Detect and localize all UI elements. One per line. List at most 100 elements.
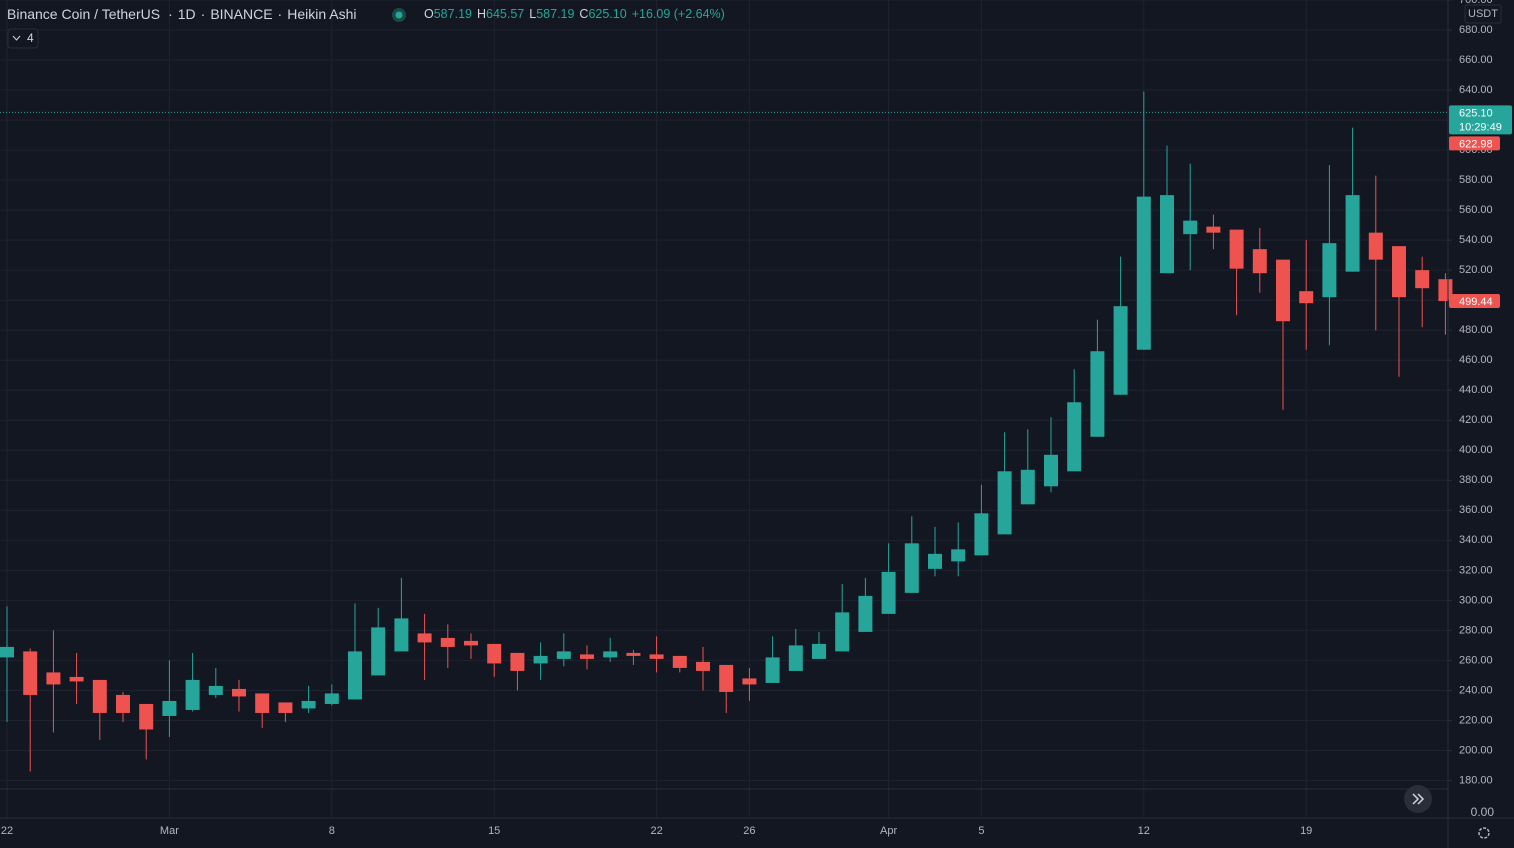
candle-body [1067,402,1082,472]
settings-icon[interactable] [1478,827,1490,839]
candle-body [626,652,641,656]
x-tick-label: Mar [160,825,179,837]
y-tick-label: 280.00 [1459,624,1493,636]
candle-body [371,627,386,676]
x-tick-label: Apr [880,825,897,837]
candle-body [672,655,687,668]
y-tick-label: 240.00 [1459,684,1493,696]
candle-body [951,549,966,562]
x-tick-label: 5 [978,825,984,837]
x-tick-label: 26 [743,825,755,837]
symbol-info: Binance Coin / TetherUS · 1D · BINANCE · Heiki… [7,6,356,22]
candle-body [255,693,270,713]
candle-body [696,661,710,671]
y-tick-label: 400.00 [1459,444,1493,456]
candle-body [765,657,780,683]
legend-key: C [579,7,588,21]
y-tick-label: 340.00 [1459,534,1493,546]
candle-body [394,618,409,652]
candle-body [974,513,989,556]
candle-body [904,543,919,593]
currency: USDT [1468,8,1498,20]
candle-body [348,651,362,700]
x-tick-label: 19 [1300,825,1312,837]
candle-body [1113,306,1128,395]
grid [0,0,1448,818]
candle-body [603,651,618,658]
indicators-toggle[interactable] [7,28,39,49]
legend-key: L [529,7,536,21]
candle-body [69,676,84,682]
candle-body [649,654,664,659]
candle-body [1090,351,1105,437]
y-tick-label: 220.00 [1459,714,1493,726]
header: Binance Coin / TetherUS · 1D · BINANCE · Heiki… [7,6,725,22]
x-tick-label: 22 [1,825,13,837]
candle-body [417,633,432,643]
candle-body [1160,195,1174,274]
y-tick-label: 480.00 [1459,324,1493,336]
y-tick-label: 440.00 [1459,384,1493,396]
candle-body [1136,196,1151,350]
candle-body [116,694,130,713]
prev-price-label: 622.98 [1459,138,1493,150]
candle-body [278,702,293,713]
x-tick-label: 12 [1138,825,1150,837]
candle-body [301,700,316,709]
y-tick-label: 200.00 [1459,744,1493,756]
ohlc-legend: O587.19 H645.57 L587.19 C625.10 +16.09 (+2.6… [424,7,725,21]
candle-body [533,655,548,664]
close-price-label: 499.44 [1459,296,1493,308]
y-tick-label: 320.00 [1459,564,1493,576]
y-tick-label: 540.00 [1459,234,1493,246]
last-price-box [1449,105,1512,135]
candle-body [208,685,223,695]
candle-body [232,688,246,697]
indicator-count: 4 [27,31,34,45]
legend-change: +16.09 (+2.64%) [632,7,725,21]
legend-key: H [477,7,486,21]
candle-body [1345,195,1360,272]
y-tick-label: 520.00 [1459,264,1493,276]
y-tick-label: 640.00 [1459,84,1493,96]
candle-body [510,652,525,671]
prev-price-box [1449,136,1500,151]
candle-body [1392,246,1406,298]
y-tick-label: 660.00 [1459,54,1493,66]
candle-body [928,553,942,569]
candle-body [1206,226,1221,233]
candle-body [23,651,38,695]
separator: · [168,6,173,22]
double-chevron-icon [1412,793,1425,805]
legend-key: O [424,7,434,21]
candle-body [788,645,803,671]
candle-body [1415,270,1430,289]
candle-body [324,693,339,704]
candle-body [1183,220,1198,235]
x-tick-label: 8 [329,825,335,837]
candles [0,91,1453,772]
candle-body [1044,454,1058,487]
candle-body [835,612,850,652]
y-tick-label: 260.00 [1459,654,1493,666]
candle-body [858,595,873,632]
candle-body [742,678,757,685]
x-tick-label: 22 [650,825,662,837]
candle-body [1368,232,1383,260]
header-chart-style: Heikin Ashi [287,6,356,22]
y-tick-label: 580.00 [1459,174,1493,186]
candle-body [1299,291,1314,304]
candle-body [0,646,14,658]
last-price-label: 625.10 [1459,107,1493,119]
candle-body [46,672,61,685]
countdown: 10:29:49 [1459,121,1502,133]
candle-body [487,643,502,664]
legend-value: 645.57 [486,7,524,21]
y-tick-label: 180.00 [1459,774,1493,786]
y-tick-label: 460.00 [1459,354,1493,366]
candle-body [580,654,594,659]
legend-value: 625.10 [588,7,626,21]
